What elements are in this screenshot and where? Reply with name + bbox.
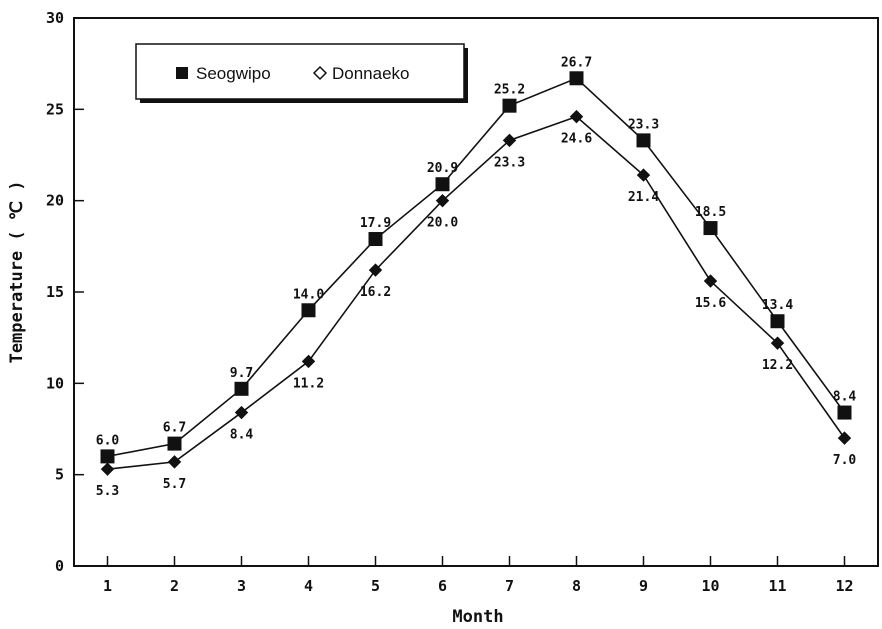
data-label: 8.4 — [230, 428, 254, 443]
diamond-point — [100, 462, 115, 476]
square-point — [234, 381, 249, 396]
diamond-point — [234, 405, 249, 420]
square-point — [435, 177, 450, 192]
series-line — [107, 77, 846, 458]
data-label: 15.6 — [695, 296, 726, 311]
y-tick-label: 15 — [46, 283, 64, 301]
y-tick-label: 0 — [55, 557, 64, 575]
x-tick-label: 6 — [438, 577, 447, 595]
legend-diamond-icon — [312, 65, 328, 81]
diamond-point — [569, 109, 584, 124]
series-layer: 6.0 6.7 9.7 14.0 17.9 20.9 25.2 26.7 23.3 18.5 13.… — [96, 55, 857, 499]
y-tick-label: 30 — [46, 9, 64, 27]
x-tick-label: 12 — [835, 577, 853, 595]
y-tick-label: 20 — [46, 192, 64, 210]
square-point — [837, 405, 852, 420]
diamond-point — [837, 431, 852, 445]
square-point — [770, 314, 785, 329]
series-line — [107, 115, 846, 470]
square-point — [569, 71, 584, 86]
diamond-point — [770, 336, 785, 350]
data-label: 6.7 — [163, 421, 186, 436]
y-axis: 0 5 10 15 20 25 30 — [46, 9, 84, 575]
y-tick-label: 25 — [46, 100, 64, 118]
data-label: 17.9 — [360, 216, 391, 231]
diamond-point — [636, 168, 651, 182]
square-point — [100, 449, 115, 464]
x-tick-label: 8 — [572, 577, 581, 595]
square-point — [636, 133, 651, 148]
series-donnaeko: 5.3 5.7 8.4 11.2 16.2 20.0 23.3 24.6 21.4 15.6 12.… — [96, 109, 857, 499]
data-label: 20.9 — [427, 161, 458, 176]
data-label: 13.4 — [762, 298, 793, 313]
legend: Seogwipo Donnaeko — [135, 43, 468, 103]
diamond-point — [502, 133, 517, 148]
data-label: 21.4 — [628, 190, 659, 205]
data-label: 7.0 — [833, 453, 857, 468]
data-label: 6.0 — [96, 433, 120, 448]
data-label: 16.2 — [360, 285, 391, 300]
data-label: 25.2 — [494, 83, 525, 98]
data-label: 23.3 — [494, 155, 525, 170]
square-point — [368, 232, 383, 247]
legend-label-donnaeko: Donnaeko — [332, 64, 410, 83]
y-tick-label: 5 — [55, 466, 64, 484]
data-label: 5.7 — [163, 477, 186, 492]
x-tick-label: 9 — [639, 577, 648, 595]
diamond-point — [167, 455, 182, 469]
square-point — [301, 303, 316, 318]
x-tick-label: 11 — [768, 577, 786, 595]
x-tick-label: 10 — [701, 577, 719, 595]
diamond-point — [435, 193, 450, 208]
data-label: 8.4 — [833, 390, 857, 405]
data-label: 14.0 — [293, 287, 324, 302]
square-point — [502, 98, 517, 113]
legend-label-seogwipo: Seogwipo — [196, 64, 271, 83]
data-label: 5.3 — [96, 484, 119, 499]
data-label: 18.5 — [695, 205, 726, 220]
y-tick-label: 10 — [46, 374, 64, 392]
data-label: 23.3 — [628, 117, 659, 132]
data-label: 26.7 — [561, 55, 592, 70]
square-point — [167, 436, 182, 451]
data-label: 12.2 — [762, 358, 793, 373]
data-label: 24.6 — [561, 132, 592, 147]
legend-box — [135, 43, 465, 100]
legend-square-icon — [176, 67, 188, 79]
square-point — [703, 221, 718, 236]
data-label: 11.2 — [293, 376, 324, 391]
data-label: 20.0 — [427, 216, 458, 231]
diamond-point — [301, 354, 316, 369]
y-axis-title: Temperature ( ℃ ) — [7, 181, 27, 364]
x-tick-label: 7 — [505, 577, 514, 595]
diamond-point — [368, 263, 383, 277]
x-tick-label: 1 — [103, 577, 112, 595]
series-seogwipo: 6.0 6.7 9.7 14.0 17.9 20.9 25.2 26.7 23.3 18.5 13.… — [96, 55, 857, 464]
x-axis-title: Month — [452, 607, 503, 627]
x-tick-label: 5 — [371, 577, 380, 595]
x-axis: 1 2 3 4 5 6 7 8 9 10 11 12 — [103, 556, 854, 595]
data-label: 9.7 — [230, 366, 253, 381]
x-tick-label: 4 — [304, 577, 313, 595]
x-tick-label: 2 — [170, 577, 179, 595]
x-tick-label: 3 — [237, 577, 246, 595]
diamond-point — [703, 274, 718, 288]
